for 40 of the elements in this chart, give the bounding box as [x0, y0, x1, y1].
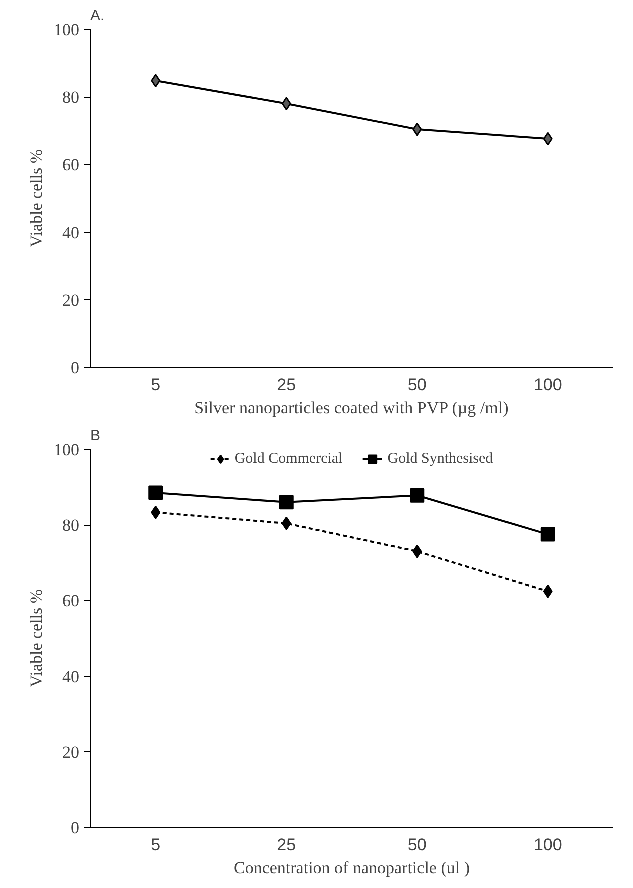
- y-tick-label: 100: [54, 440, 80, 460]
- point: [412, 122, 422, 136]
- point: [410, 488, 425, 503]
- point: [151, 506, 161, 520]
- point: [282, 516, 292, 530]
- y-tick-label: 40: [62, 667, 80, 686]
- y-axis-title: Viable cells %: [27, 589, 46, 688]
- point: [412, 544, 422, 558]
- x-tick-label: 50: [408, 376, 427, 394]
- x-tick-label: 100: [534, 376, 562, 394]
- x-tick-label: 50: [408, 836, 427, 854]
- legend-label: Gold Commercial: [234, 450, 343, 468]
- x-axis-title: Concentration of nanoparticle (ul ): [234, 858, 470, 878]
- x-axis-title: Silver nanoparticles coated with PVP (µg /ml): [194, 398, 509, 418]
- point: [151, 74, 161, 88]
- x-tick-label: 25: [277, 836, 296, 854]
- x-tick-label: 25: [277, 376, 296, 394]
- chart-title: A.: [90, 8, 105, 24]
- y-tick-label: 60: [62, 156, 80, 175]
- y-axis-title: Viable cells %: [27, 149, 46, 248]
- point: [540, 527, 556, 542]
- y-tick-label: 60: [62, 592, 80, 611]
- x-tick-label: 5: [151, 376, 161, 394]
- y-tick-label: 80: [62, 516, 80, 536]
- point: [279, 495, 294, 510]
- y-tick-label: 100: [54, 20, 80, 40]
- point: [543, 132, 553, 146]
- legend-label: Gold Synthesised: [388, 450, 494, 468]
- y-tick-label: 0: [71, 358, 80, 378]
- point: [282, 97, 292, 111]
- y-tick-label: 20: [62, 290, 80, 310]
- chart-title: B: [90, 428, 101, 444]
- x-tick-label: 100: [534, 836, 562, 854]
- y-tick-label: 20: [62, 742, 80, 762]
- point: [543, 584, 553, 598]
- y-tick-label: 0: [71, 818, 80, 838]
- x-tick-label: 5: [151, 836, 161, 854]
- y-tick-label: 80: [62, 88, 80, 108]
- y-tick-label: 40: [62, 223, 80, 242]
- point: [148, 486, 164, 500]
